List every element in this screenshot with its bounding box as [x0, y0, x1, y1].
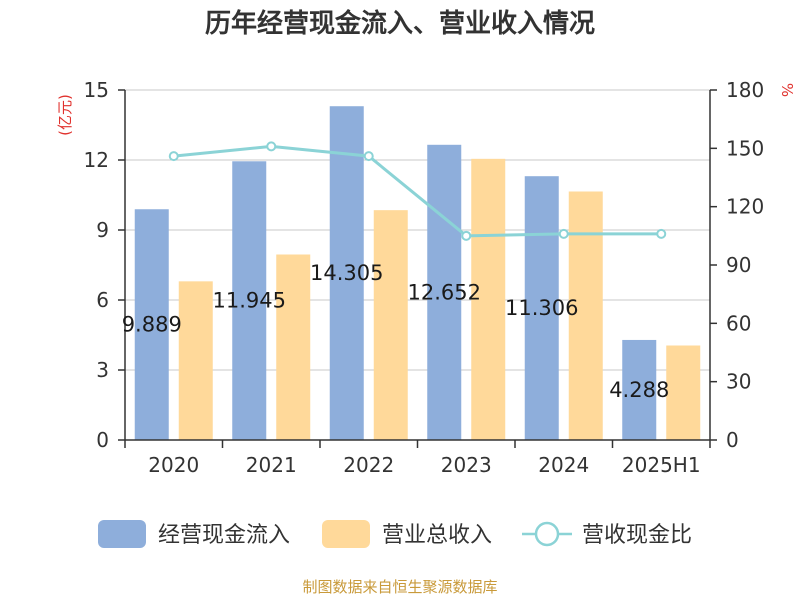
bar-cash-inflow [427, 144, 462, 440]
legend: 经营现金流入 营业总收入 营收现金比 [98, 520, 692, 548]
legend-label: 经营现金流入 [158, 523, 290, 548]
ratio-line-path [173, 144, 662, 238]
x-tick-label: 2025H1 [622, 453, 701, 477]
ratio-point [266, 141, 277, 152]
x-tick-label: 2021 [246, 453, 297, 477]
data-label: 11.306 [505, 296, 578, 320]
ratio-point [168, 151, 179, 162]
data-label: 9.889 [122, 313, 182, 337]
y-right-tick-label: 120 [726, 195, 764, 219]
x-tick-label: 2024 [538, 453, 589, 477]
chart-title: 历年经营现金流入、营业收入情况 [205, 8, 595, 39]
y-right-tick-label: 90 [726, 253, 751, 277]
ratio-point [656, 228, 667, 239]
y-left-tick-label: 0 [96, 428, 109, 452]
ratio-point [363, 151, 374, 162]
legend-label: 营收现金比 [582, 523, 692, 548]
y-right-tick-label: 0 [726, 428, 739, 452]
legend-marker [534, 521, 560, 547]
source-note: 制图数据来自恒生聚源数据库 [302, 578, 497, 596]
y-left-tick-label: 3 [96, 358, 109, 382]
y-right-tick-label: 180 [726, 78, 764, 102]
x-tick-label: 2023 [441, 453, 492, 477]
bars [134, 106, 701, 441]
y-right-tick-label: 60 [726, 311, 751, 335]
bar-revenue [373, 210, 408, 440]
bar-cash-inflow [622, 339, 657, 440]
data-label: 4.288 [609, 378, 669, 402]
data-label: 12.652 [408, 280, 481, 304]
y-right-unit: % [778, 83, 796, 97]
y-left-tick-label: 9 [96, 218, 109, 242]
data-label: 11.945 [213, 289, 286, 313]
y-left-tick-label: 15 [84, 78, 109, 102]
bar-cash-inflow [134, 209, 169, 440]
ratio-point [558, 228, 569, 239]
legend-swatch [322, 520, 370, 548]
y-right-tick-label: 150 [726, 136, 764, 160]
grid-lines [125, 89, 710, 371]
ratio-line [168, 141, 667, 241]
y-left-unit: (亿元) [56, 94, 74, 136]
y-left-tick-label: 12 [84, 148, 109, 172]
bar-cash-inflow [329, 106, 364, 440]
bar-revenue [471, 158, 506, 441]
legend-label: 营业总收入 [382, 523, 492, 548]
y-right-tick-label: 30 [726, 370, 751, 394]
bar-cash-inflow [524, 176, 559, 440]
data-label: 14.305 [310, 261, 383, 285]
data-labels: 9.889 11.945 14.305 12.652 11.306 4.288 [122, 261, 670, 402]
ratio-point [461, 230, 472, 241]
bar-cash-inflow [232, 161, 267, 441]
x-tick-label: 2022 [343, 453, 394, 477]
x-tick-label: 2020 [148, 453, 199, 477]
legend-swatch [98, 520, 146, 548]
bar-revenue [178, 281, 213, 440]
bar-revenue [666, 345, 701, 440]
bar-revenue [276, 254, 311, 440]
y-left-tick-label: 6 [96, 288, 109, 312]
